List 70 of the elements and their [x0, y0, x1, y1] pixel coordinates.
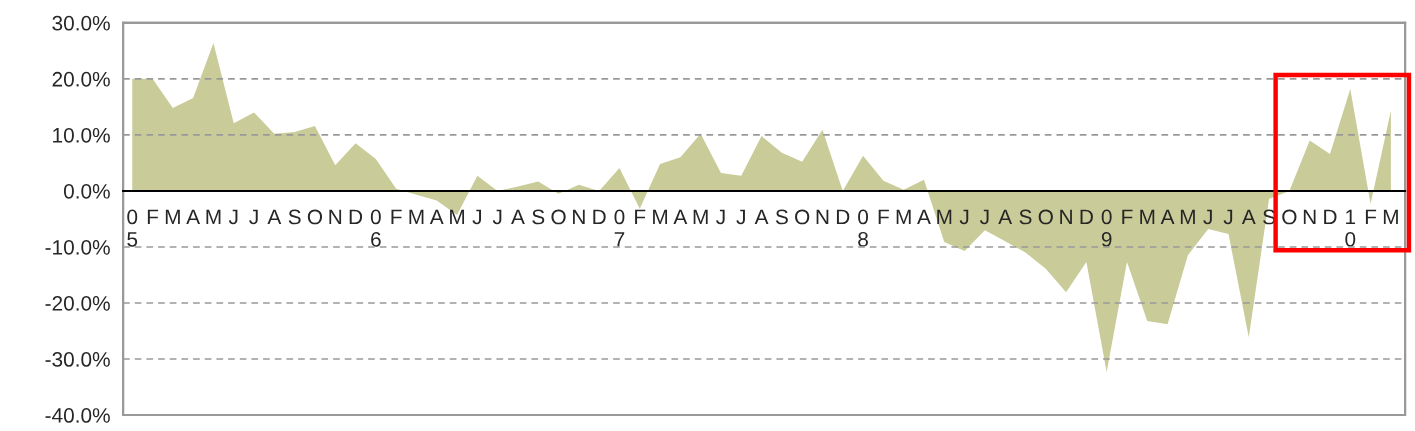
- x-tick-label: M: [206, 209, 221, 225]
- x-tick-label: D: [836, 209, 850, 225]
- x-tick-label: A: [1241, 209, 1256, 225]
- x-tick-label: M: [450, 209, 465, 225]
- x-tick-label: S: [288, 209, 301, 225]
- x-tick-label: 1 0: [1345, 209, 1356, 247]
- x-tick-label: A: [429, 209, 444, 225]
- x-tick-label: 0 8: [858, 209, 869, 247]
- x-tick-label: J: [249, 209, 258, 225]
- x-tick-label: A: [998, 209, 1013, 225]
- x-tick-label: N: [329, 209, 342, 225]
- x-tick-label: 0 7: [614, 209, 625, 247]
- x-tick-label: A: [186, 209, 201, 225]
- x-tick-label: A: [1160, 209, 1175, 225]
- x-tick-label: O: [795, 209, 810, 225]
- x-tick-label: S: [1019, 209, 1032, 225]
- x-tick-label: A: [673, 209, 688, 225]
- x-tick-label: D: [1080, 209, 1093, 225]
- x-tick-label: F: [878, 209, 889, 225]
- x-tick-label: F: [391, 209, 402, 225]
- x-tick-label: A: [917, 209, 931, 225]
- x-tick-label: N: [1303, 209, 1316, 225]
- x-tick-label: D: [1324, 209, 1337, 225]
- x-tick-label: M: [896, 209, 911, 225]
- x-tick-label: J: [228, 209, 238, 225]
- x-tick-label: O: [551, 209, 566, 225]
- x-tick-label: N: [816, 209, 829, 225]
- x-tick-label: J: [736, 209, 745, 225]
- x-tick-label: A: [754, 209, 769, 225]
- x-tick-label: J: [472, 209, 482, 225]
- x-tick-label: N: [573, 209, 585, 225]
- x-tick-label: A: [267, 209, 282, 225]
- x-tick-label: M: [693, 209, 708, 225]
- x-tick-label: O: [1282, 209, 1297, 225]
- x-tick-label: J: [959, 209, 969, 225]
- x-tick-label: 0 9: [1101, 209, 1112, 247]
- x-tick-label: F: [1122, 209, 1133, 225]
- x-tick-label: O: [307, 209, 323, 225]
- x-tick-label: J: [1223, 209, 1233, 225]
- x-tick-label: F: [1365, 209, 1377, 225]
- y-tick-label: 20.0%: [52, 71, 110, 87]
- x-tick-label: D: [593, 209, 606, 225]
- x-tick-label: S: [532, 209, 545, 225]
- x-tick-label: J: [492, 209, 502, 225]
- x-tick-label: M: [1140, 209, 1155, 225]
- x-tick-label: M: [653, 209, 668, 225]
- x-tick-label: F: [635, 209, 646, 225]
- x-tick-label: N: [1060, 209, 1072, 225]
- x-tick-label: A: [511, 209, 525, 225]
- x-tick-label: M: [409, 209, 424, 225]
- x-tick-label: S: [775, 209, 788, 225]
- x-tick-label: D: [349, 209, 363, 225]
- y-tick-label: -20.0%: [45, 295, 110, 311]
- y-tick-label: 0.0%: [63, 183, 110, 199]
- x-tick-label: 0 5: [127, 209, 138, 247]
- y-tick-label: 10.0%: [53, 127, 110, 143]
- y-tick-label: -10.0%: [45, 239, 110, 255]
- x-tick-label: J: [716, 209, 725, 225]
- x-tick-label: F: [147, 209, 159, 225]
- x-tick-label: M: [165, 209, 180, 225]
- x-tick-label: 0 6: [370, 209, 381, 247]
- x-tick-label: J: [1203, 209, 1212, 225]
- x-tick-label: M: [937, 209, 952, 225]
- x-tick-label: M: [1383, 209, 1398, 225]
- y-tick-label: -40.0%: [45, 408, 110, 423]
- y-tick-label: -30.0%: [45, 352, 110, 367]
- x-tick-label: O: [1038, 209, 1053, 225]
- x-tick-label: M: [1180, 209, 1195, 225]
- x-tick-label: J: [979, 209, 989, 225]
- y-tick-label: 30.0%: [52, 15, 110, 31]
